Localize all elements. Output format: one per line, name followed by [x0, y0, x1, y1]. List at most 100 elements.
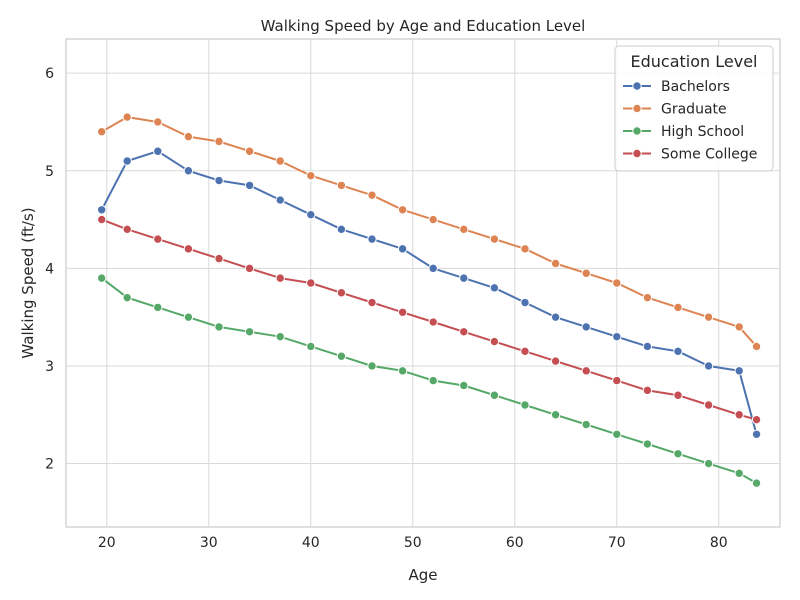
data-point — [214, 175, 224, 186]
data-point — [520, 297, 530, 308]
data-point — [306, 209, 316, 220]
data-point — [397, 366, 408, 376]
data-point — [97, 273, 107, 283]
data-point — [122, 224, 132, 235]
data-point — [703, 312, 714, 322]
data-point — [428, 214, 438, 225]
data-point — [336, 351, 347, 361]
data-point — [244, 146, 255, 156]
y-tick-label: 5 — [45, 164, 54, 180]
data-point — [459, 273, 469, 283]
series-some-college — [97, 214, 762, 425]
data-point — [214, 322, 224, 332]
data-point — [97, 214, 107, 225]
legend-marker — [632, 126, 642, 136]
data-point — [489, 283, 500, 293]
data-point — [673, 390, 683, 400]
data-point — [183, 166, 194, 176]
data-point — [428, 317, 438, 327]
data-point — [244, 327, 255, 337]
y-tick-label: 3 — [45, 359, 54, 375]
data-point — [397, 307, 408, 317]
data-point — [306, 341, 316, 352]
series-bachelors — [97, 146, 762, 439]
data-point — [153, 146, 163, 156]
x-tick-label: 40 — [302, 535, 320, 551]
legend-items: Bachelors Graduate High School Some College — [623, 79, 757, 163]
data-point — [122, 292, 132, 303]
data-point — [703, 400, 714, 410]
y-tick-label: 4 — [45, 261, 54, 277]
data-point — [397, 205, 408, 215]
legend-item: Graduate — [623, 102, 727, 118]
data-point — [275, 195, 285, 205]
y-tick-label: 2 — [45, 457, 54, 473]
x-tick-label: 60 — [506, 535, 524, 551]
x-tick-label: 50 — [404, 535, 422, 551]
legend-label: High School — [661, 124, 744, 140]
data-point — [214, 253, 224, 264]
data-point — [97, 205, 107, 215]
data-point — [550, 258, 561, 269]
legend-item: Some College — [623, 147, 757, 163]
series-layer — [97, 112, 762, 488]
data-point — [703, 361, 714, 371]
data-point — [734, 468, 744, 479]
y-axis-label: Walking Speed (ft/s) — [19, 207, 37, 358]
data-point — [183, 312, 194, 322]
data-point — [581, 322, 591, 332]
data-point — [489, 336, 500, 347]
data-point — [459, 224, 469, 235]
data-point — [275, 331, 285, 342]
x-tick-label: 70 — [608, 535, 626, 551]
data-point — [612, 278, 622, 288]
data-point — [581, 268, 591, 278]
data-point — [520, 244, 530, 254]
legend-item: High School — [623, 124, 744, 140]
data-point — [673, 346, 683, 357]
data-point — [336, 224, 347, 235]
data-point — [397, 244, 408, 254]
data-point — [336, 288, 347, 298]
legend-item: Bachelors — [623, 79, 730, 95]
data-point — [275, 273, 285, 283]
series-high-school — [97, 273, 762, 488]
legend: Education Level Bachelors Graduate High Sc… — [614, 45, 774, 172]
data-point — [336, 180, 347, 191]
data-point — [306, 278, 316, 288]
data-point — [581, 419, 591, 430]
data-point — [734, 366, 744, 376]
tick-labels: 20 30 40 50 60 70 80 2 3 4 5 6 — [45, 66, 728, 551]
data-point — [703, 458, 714, 469]
data-point — [612, 375, 622, 386]
x-tick-label: 30 — [200, 535, 218, 551]
legend-label: Graduate — [661, 102, 727, 118]
data-point — [367, 190, 377, 200]
data-point — [306, 170, 316, 181]
data-point — [153, 302, 163, 313]
data-point — [550, 356, 561, 366]
data-point — [122, 156, 132, 166]
data-point — [214, 136, 224, 147]
data-point — [122, 112, 132, 122]
data-point — [612, 331, 622, 342]
data-point — [550, 410, 561, 420]
data-point — [673, 449, 683, 459]
data-point — [428, 375, 438, 386]
data-point — [97, 127, 107, 137]
x-tick-label: 80 — [710, 535, 728, 551]
data-point — [642, 439, 653, 449]
data-point — [367, 297, 377, 308]
data-point — [244, 263, 255, 274]
data-point — [489, 390, 500, 400]
data-point — [153, 234, 163, 244]
data-point — [734, 410, 744, 420]
data-point — [244, 180, 255, 191]
data-point — [520, 400, 530, 410]
series-graduate — [97, 112, 762, 352]
data-point — [520, 346, 530, 357]
data-point — [642, 341, 653, 352]
x-tick-label: 20 — [98, 535, 116, 551]
